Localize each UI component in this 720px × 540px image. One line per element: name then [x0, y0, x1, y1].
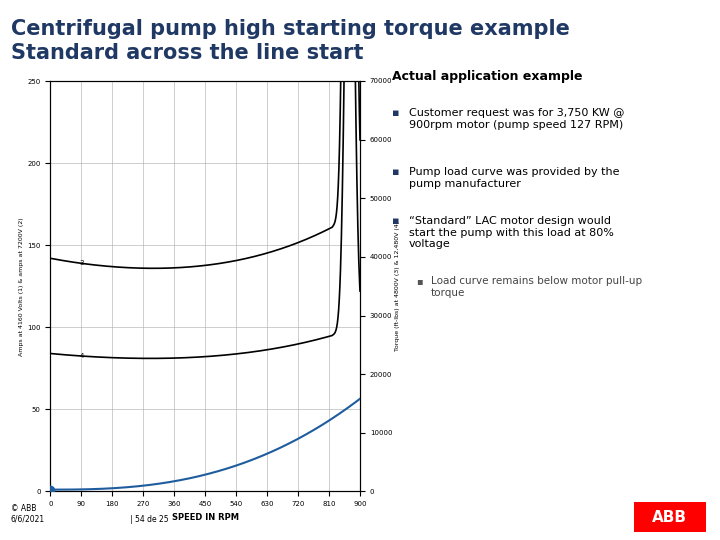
Y-axis label: Amps at 4160 Volts (1) & amps at 7200V (2): Amps at 4160 Volts (1) & amps at 7200V (… [19, 217, 24, 355]
Text: ABB: ABB [652, 510, 687, 524]
Text: Actual application example: Actual application example [392, 70, 583, 83]
Text: | 54 de 25: | 54 de 25 [130, 515, 168, 524]
Text: 4: 4 [80, 354, 84, 360]
Text: ▪: ▪ [392, 216, 400, 226]
Text: Centrifugal pump high starting torque example: Centrifugal pump high starting torque ex… [11, 19, 570, 39]
Text: © ABB
6/6/2021: © ABB 6/6/2021 [11, 504, 45, 524]
Text: Standard across the line start: Standard across the line start [11, 43, 364, 63]
Text: ▪: ▪ [392, 167, 400, 178]
Text: Customer request was for 3,750 KW @
900rpm motor (pump speed 127 RPM): Customer request was for 3,750 KW @ 900r… [409, 108, 624, 130]
Text: ▪: ▪ [392, 108, 400, 118]
Text: “Standard” LAC motor design would
start the pump with this load at 80%
voltage: “Standard” LAC motor design would start … [409, 216, 614, 249]
Text: 3: 3 [80, 260, 84, 266]
Text: Load curve remains below motor pull-up
torque: Load curve remains below motor pull-up t… [431, 276, 642, 298]
Text: Pump load curve was provided by the
pump manufacturer: Pump load curve was provided by the pump… [409, 167, 619, 189]
X-axis label: SPEED IN RPM: SPEED IN RPM [171, 512, 239, 522]
Y-axis label: Torque (ft-lbs) at 4800V (3) & 12,480V (4): Torque (ft-lbs) at 4800V (3) & 12,480V (… [395, 221, 400, 351]
Text: ▪: ▪ [416, 276, 423, 287]
